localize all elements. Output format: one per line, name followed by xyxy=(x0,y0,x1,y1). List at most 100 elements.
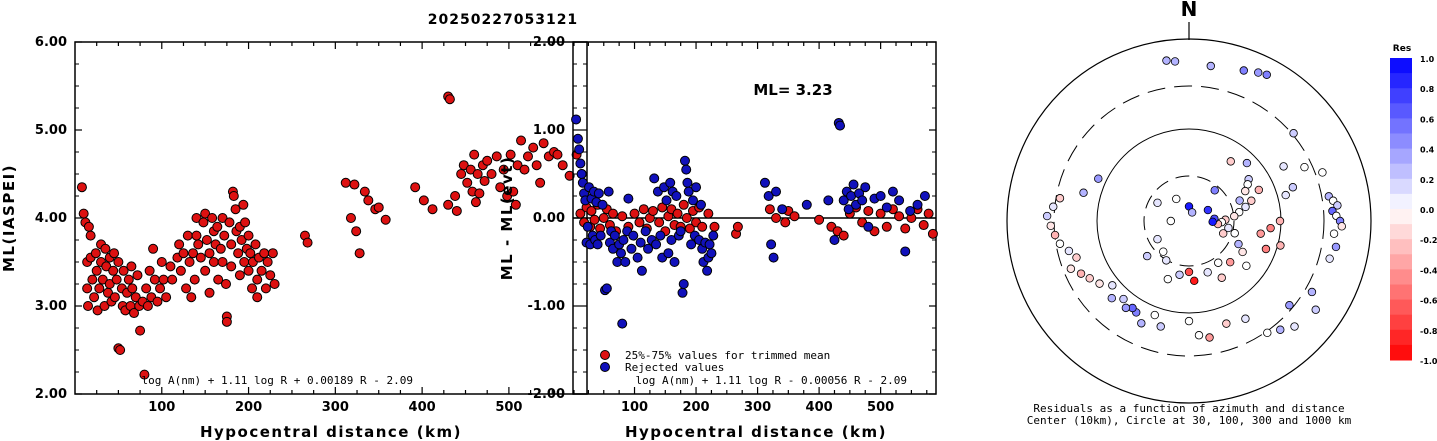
colorbar-swatch xyxy=(1390,269,1412,285)
rejected-point xyxy=(636,265,647,276)
accepted-point xyxy=(629,208,640,219)
rejected-point xyxy=(894,195,905,206)
rejected-point xyxy=(912,199,923,210)
rejected-point xyxy=(771,186,782,197)
rejected-point xyxy=(620,257,631,267)
y-tick-label: 5.00 xyxy=(35,123,67,138)
data-point xyxy=(470,197,481,208)
residual-point xyxy=(1203,205,1213,215)
residual-point xyxy=(1217,273,1226,282)
residual-point xyxy=(1289,129,1298,138)
colorbar-swatch xyxy=(1390,314,1412,331)
data-point xyxy=(226,239,237,250)
data-point xyxy=(165,261,176,272)
x-axis-label: Hypocentral distance (km) xyxy=(625,423,887,441)
data-point xyxy=(259,248,270,259)
colorbar-swatch xyxy=(1390,254,1412,270)
accepted-point xyxy=(586,205,597,216)
accepted-point xyxy=(732,221,743,232)
data-point xyxy=(240,217,251,228)
data-point xyxy=(363,195,374,206)
data-point xyxy=(97,274,108,285)
data-point xyxy=(443,199,454,210)
rejected-point xyxy=(777,204,788,215)
rejected-point xyxy=(682,177,693,188)
colorbar-tick-label: -0.8 xyxy=(1420,327,1437,336)
data-point xyxy=(508,186,519,197)
rejected-point xyxy=(663,248,674,259)
data-point xyxy=(474,188,485,199)
x-tick-label: 200 xyxy=(235,400,262,415)
legend-accepted: 25%-75% values for trimmed mean xyxy=(625,349,830,362)
colorbar-tick-label: 0.4 xyxy=(1420,146,1435,155)
accepted-point xyxy=(927,228,938,239)
data-point xyxy=(204,248,215,259)
x-tick-label: 400 xyxy=(409,400,436,415)
residual-point xyxy=(1166,216,1175,226)
residual-point xyxy=(1153,234,1162,244)
data-point xyxy=(219,230,230,241)
y-axis-label: ML(IASPEI) xyxy=(0,164,18,272)
data-point xyxy=(519,164,530,175)
residual-point xyxy=(1256,229,1265,238)
residual-point xyxy=(1329,229,1339,238)
data-point xyxy=(458,160,469,171)
residual-point xyxy=(1262,70,1271,79)
residual-point xyxy=(1095,279,1104,288)
data-point xyxy=(155,283,166,294)
colorbar-swatch xyxy=(1390,284,1412,301)
rejected-point xyxy=(615,248,626,259)
residual-point xyxy=(1337,222,1346,231)
accepted-point xyxy=(654,217,665,228)
colorbar-tick-label: 0.2 xyxy=(1420,176,1434,185)
data-point xyxy=(498,164,509,175)
residual-point xyxy=(1239,66,1248,75)
residual-point xyxy=(1279,162,1288,171)
residual-point xyxy=(1230,212,1239,221)
rejected-point xyxy=(766,239,777,250)
rejected-point xyxy=(601,283,612,294)
data-point xyxy=(380,214,391,225)
residual-point xyxy=(1318,168,1327,177)
data-point xyxy=(108,265,119,276)
colorbar-title: Res xyxy=(1393,44,1411,54)
y-tick-label: 6.00 xyxy=(35,35,67,50)
residual-point xyxy=(1194,331,1204,340)
accepted-point xyxy=(771,213,782,223)
data-point xyxy=(250,239,261,250)
data-point xyxy=(247,283,258,294)
data-point xyxy=(505,149,516,160)
accepted-point xyxy=(647,205,658,216)
data-point xyxy=(230,204,241,215)
accepted-point xyxy=(900,223,911,234)
residual-point xyxy=(1254,68,1263,77)
x-tick-label: 400 xyxy=(806,400,833,415)
rejected-point xyxy=(687,195,698,206)
data-point xyxy=(83,221,94,232)
data-point xyxy=(152,296,163,307)
residual-point xyxy=(1224,223,1233,233)
residual-point xyxy=(1222,319,1231,328)
accepted-point xyxy=(838,230,849,241)
data-point xyxy=(89,292,100,303)
rejected-point xyxy=(666,235,677,245)
rejected-point xyxy=(691,182,702,193)
y-tick-label: 2.00 xyxy=(35,387,67,402)
residual-point xyxy=(1163,274,1173,284)
residual-point xyxy=(1206,61,1215,71)
rejected-point xyxy=(649,173,660,184)
data-point xyxy=(238,199,249,210)
data-point xyxy=(221,316,232,327)
residual-point xyxy=(1170,57,1180,66)
rejected-point xyxy=(571,114,582,125)
rejected-point xyxy=(919,191,930,201)
data-point xyxy=(265,270,276,281)
data-point xyxy=(472,169,483,179)
accepted-point xyxy=(617,211,628,222)
data-point xyxy=(354,248,365,259)
data-point xyxy=(118,265,129,276)
residual-point xyxy=(1184,267,1194,277)
formula-label: log A(nm) + 1.11 log R + 0.00189 R - 2.0… xyxy=(141,374,413,387)
data-point xyxy=(233,248,244,259)
colorbar-swatch xyxy=(1390,239,1412,255)
